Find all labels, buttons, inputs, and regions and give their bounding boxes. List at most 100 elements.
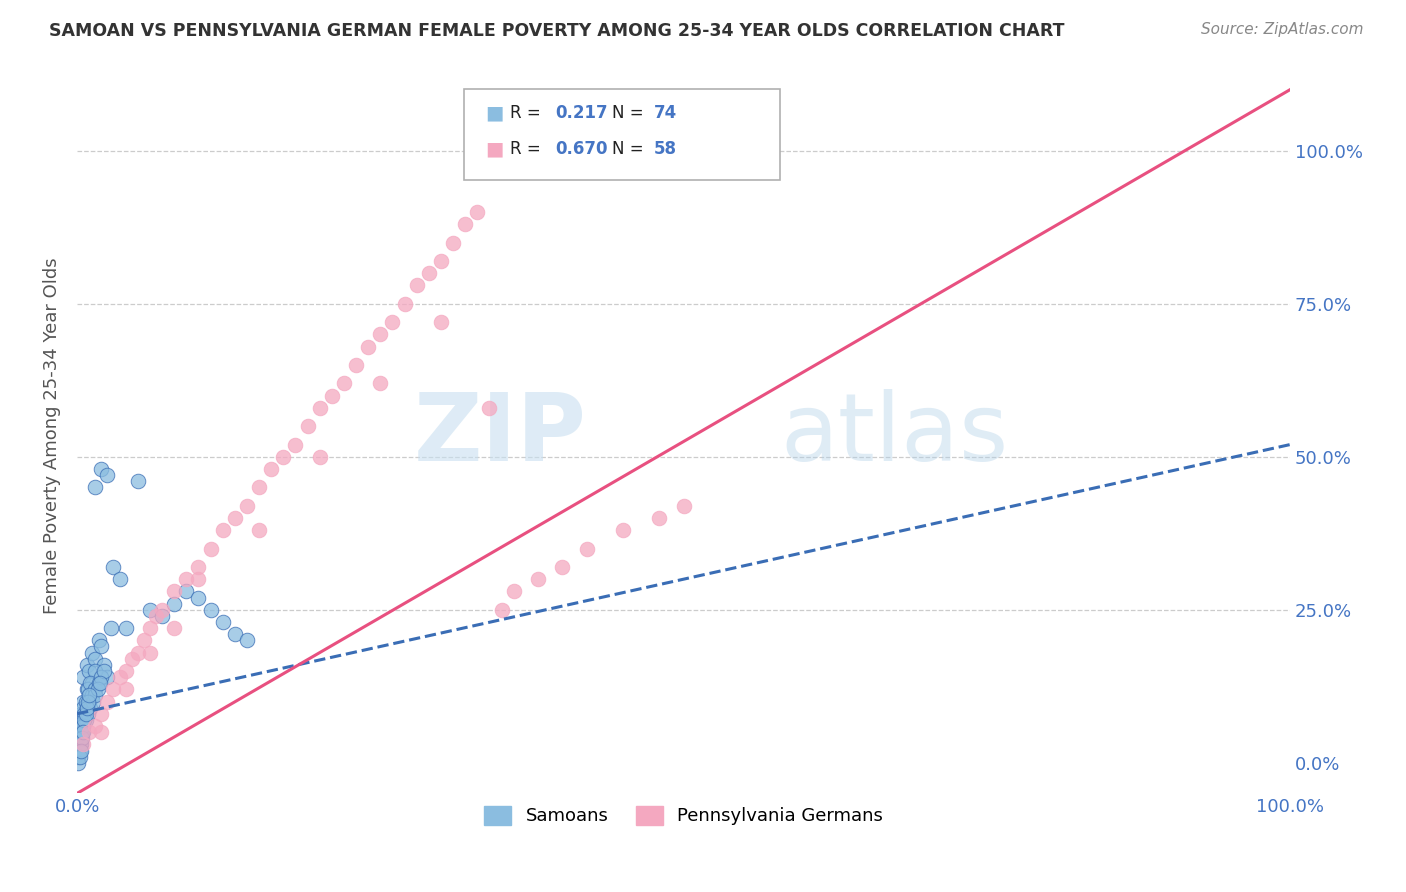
Text: N =: N = bbox=[612, 140, 648, 158]
Text: 74: 74 bbox=[654, 104, 678, 122]
Point bbox=[211, 523, 233, 537]
Text: ■: ■ bbox=[485, 139, 503, 159]
Point bbox=[96, 695, 118, 709]
Point bbox=[90, 462, 112, 476]
Point bbox=[297, 419, 319, 434]
Point bbox=[127, 646, 149, 660]
Text: atlas: atlas bbox=[780, 390, 1010, 482]
Point bbox=[224, 627, 246, 641]
Point bbox=[478, 401, 501, 415]
Point bbox=[69, 725, 91, 739]
Point bbox=[77, 664, 100, 678]
Point bbox=[163, 597, 186, 611]
Point bbox=[82, 695, 104, 709]
Point bbox=[127, 475, 149, 489]
Point bbox=[69, 738, 91, 752]
Point bbox=[247, 480, 270, 494]
Point bbox=[84, 682, 107, 697]
Point bbox=[174, 572, 197, 586]
Point bbox=[76, 700, 98, 714]
Point bbox=[200, 541, 222, 556]
Point bbox=[73, 713, 96, 727]
Point bbox=[370, 376, 392, 391]
Point bbox=[76, 700, 98, 714]
Point bbox=[72, 725, 94, 739]
Point bbox=[84, 480, 107, 494]
Point bbox=[70, 725, 93, 739]
Point bbox=[90, 725, 112, 739]
Point bbox=[502, 584, 524, 599]
Point bbox=[67, 743, 90, 757]
Point bbox=[80, 646, 103, 660]
Point bbox=[491, 603, 513, 617]
Point bbox=[77, 695, 100, 709]
Point bbox=[114, 664, 136, 678]
Point bbox=[648, 511, 671, 525]
Point bbox=[211, 615, 233, 629]
Point bbox=[69, 731, 91, 746]
Point bbox=[90, 670, 112, 684]
Y-axis label: Female Poverty Among 25-34 Year Olds: Female Poverty Among 25-34 Year Olds bbox=[44, 257, 60, 614]
Point bbox=[150, 608, 173, 623]
Point bbox=[75, 695, 97, 709]
Point bbox=[70, 731, 93, 746]
Point bbox=[381, 315, 404, 329]
Point bbox=[72, 719, 94, 733]
Point bbox=[430, 254, 453, 268]
Point bbox=[333, 376, 356, 391]
Point bbox=[80, 689, 103, 703]
Point bbox=[236, 633, 259, 648]
Point bbox=[87, 633, 110, 648]
Point bbox=[77, 725, 100, 739]
Point bbox=[100, 621, 122, 635]
Point bbox=[284, 437, 307, 451]
Point bbox=[96, 468, 118, 483]
Text: ZIP: ZIP bbox=[413, 390, 586, 482]
Point bbox=[69, 749, 91, 764]
Point bbox=[77, 706, 100, 721]
Text: 0.217: 0.217 bbox=[555, 104, 607, 122]
Point bbox=[93, 657, 115, 672]
Point bbox=[79, 676, 101, 690]
Point bbox=[308, 450, 330, 464]
Point bbox=[69, 738, 91, 752]
Point bbox=[247, 523, 270, 537]
Point bbox=[84, 651, 107, 665]
Point bbox=[108, 572, 131, 586]
Point bbox=[90, 640, 112, 654]
Text: N =: N = bbox=[612, 104, 648, 122]
Point bbox=[224, 511, 246, 525]
Point bbox=[260, 462, 283, 476]
Point bbox=[84, 664, 107, 678]
Point bbox=[430, 315, 453, 329]
Point bbox=[72, 695, 94, 709]
Point bbox=[271, 450, 294, 464]
Point bbox=[75, 706, 97, 721]
Point bbox=[394, 297, 416, 311]
Point bbox=[139, 603, 162, 617]
Point bbox=[72, 738, 94, 752]
Text: 0.670: 0.670 bbox=[555, 140, 607, 158]
Point bbox=[84, 689, 107, 703]
Point bbox=[72, 719, 94, 733]
Point bbox=[612, 523, 634, 537]
Point bbox=[72, 700, 94, 714]
Point bbox=[308, 401, 330, 415]
Point bbox=[418, 266, 440, 280]
Point bbox=[93, 664, 115, 678]
Point bbox=[551, 560, 574, 574]
Point bbox=[454, 217, 477, 231]
Point bbox=[575, 541, 598, 556]
Point bbox=[467, 205, 489, 219]
Point bbox=[69, 743, 91, 757]
Point bbox=[72, 670, 94, 684]
Point bbox=[187, 591, 209, 605]
Text: SAMOAN VS PENNSYLVANIA GERMAN FEMALE POVERTY AMONG 25-34 YEAR OLDS CORRELATION C: SAMOAN VS PENNSYLVANIA GERMAN FEMALE POV… bbox=[49, 22, 1064, 40]
Point bbox=[441, 235, 464, 250]
Point bbox=[150, 603, 173, 617]
Point bbox=[114, 682, 136, 697]
Point bbox=[77, 682, 100, 697]
Point bbox=[370, 327, 392, 342]
Text: 58: 58 bbox=[654, 140, 676, 158]
Point bbox=[87, 676, 110, 690]
